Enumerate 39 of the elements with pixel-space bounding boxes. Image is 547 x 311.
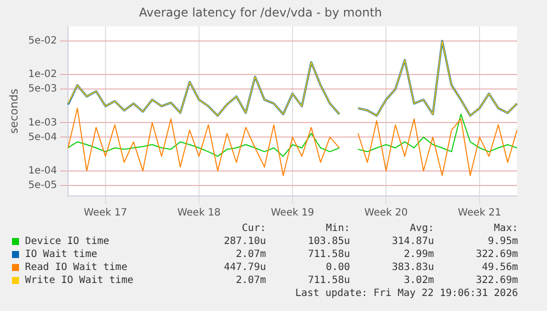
text: Last update: Fri May 22 19:06:31 2026 xyxy=(294,287,518,300)
text: 9.95m xyxy=(486,235,518,248)
y-tick-label: 5e-02 xyxy=(28,35,58,46)
x-tick-label: Week 20 xyxy=(364,208,408,219)
text: 383.83u xyxy=(390,261,434,274)
text: 49.56m xyxy=(480,261,518,274)
y-tick-label: 5e-04 xyxy=(28,132,58,143)
x-tick-label: Week 18 xyxy=(177,208,221,219)
text: 3.02m xyxy=(402,274,434,287)
text: 711.58u xyxy=(306,274,350,287)
legend-label: Device IO time xyxy=(25,235,110,248)
text: Min: xyxy=(324,222,350,235)
legend-label: Read IO Wait time xyxy=(25,261,128,274)
text: 322.69m xyxy=(474,248,518,261)
text: 314.87u xyxy=(390,235,434,248)
x-tick-label: Week 21 xyxy=(458,208,502,219)
text: Max: xyxy=(492,222,518,235)
text: 287.10u xyxy=(222,235,266,248)
text: Cur: xyxy=(240,222,266,235)
text: Avg: xyxy=(408,222,434,235)
text: 447.79u xyxy=(222,261,266,274)
y-tick-label: 1e-02 xyxy=(28,69,58,80)
text: 2.07m xyxy=(234,248,266,261)
text: 2.99m xyxy=(402,248,434,261)
y-tick-label: 1e-03 xyxy=(28,117,58,128)
text: 103.85u xyxy=(306,235,350,248)
y-tick-label: 5e-05 xyxy=(28,180,58,191)
legend-label: Write IO Wait time xyxy=(25,274,134,287)
chart-title: Average latency for /dev/vda - by month xyxy=(139,5,382,20)
y-axis-title: seconds xyxy=(7,88,20,134)
x-tick-label: Week 17 xyxy=(84,208,128,219)
y-tick-label: 1e-04 xyxy=(28,165,58,176)
text: 2.07m xyxy=(234,274,266,287)
text: 322.69m xyxy=(474,274,518,287)
y-tick-label: 5e-03 xyxy=(28,84,58,95)
text: 0.00 xyxy=(324,261,350,274)
x-tick-label: Week 19 xyxy=(270,208,314,219)
text: 711.58u xyxy=(306,248,350,261)
legend-label: IO Wait time xyxy=(25,248,98,261)
